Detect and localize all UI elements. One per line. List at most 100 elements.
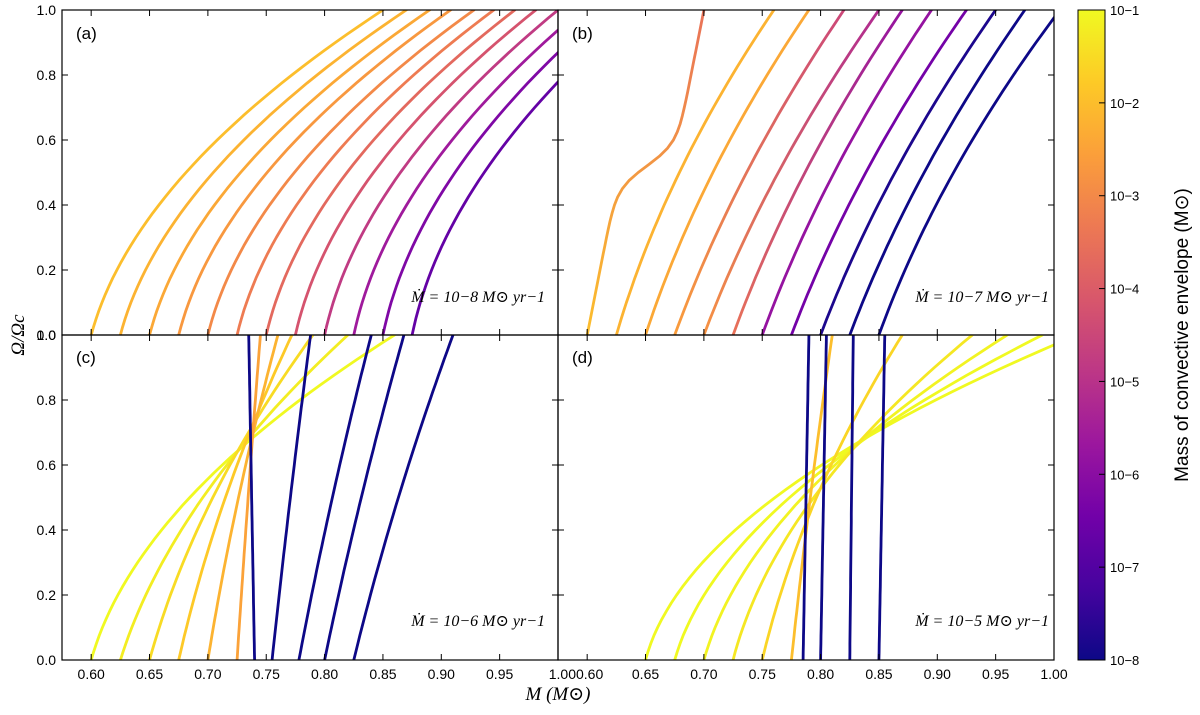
x-tick-label: 0.80	[807, 666, 834, 682]
panel-b: (b) Ṁ = 10−7 M⊙ yr−1	[557, 9, 1055, 336]
panel-d-curves	[644, 335, 1054, 660]
colorbar-tick-label: 10−4	[1110, 282, 1139, 297]
colorbar-tick-label: 10−2	[1110, 96, 1139, 111]
panel-d-frame	[557, 334, 1055, 661]
series-line-b-9	[819, 10, 997, 335]
panel-c: (c) Ṁ = 10−6 M⊙ yr−1	[61, 334, 559, 661]
y-tick-label: 0.8	[37, 67, 57, 83]
x-tick-label: 0.90	[924, 666, 951, 682]
series-line-d-3	[702, 335, 1009, 660]
x-tick-label: 0.65	[632, 666, 659, 682]
series-line-b-11	[877, 15, 1054, 335]
y-tick-label: 0.2	[37, 262, 57, 278]
panel-b-curves	[585, 10, 1054, 335]
panel-a: (a) Ṁ = 10−8 M⊙ yr−1	[61, 9, 559, 336]
panel-a-curves	[89, 10, 558, 335]
y-tick-label: 0.0	[37, 652, 57, 668]
axis-ticks: 0.60 0.65 0.70 0.75 0.80 0.85 0.90 0.95 1.000.60…	[37, 2, 1068, 682]
series-line-c-11	[352, 335, 455, 660]
panel-b-label: (b)	[572, 24, 593, 43]
y-axis-label: Ω/Ωc	[8, 314, 29, 356]
x-tick-label: 0.95	[982, 666, 1009, 682]
series-line-b-7	[760, 10, 933, 335]
series-line-d-9	[848, 335, 855, 660]
series-line-d-4	[731, 335, 974, 660]
y-tick-label: 1.0	[37, 2, 57, 18]
series-line-d-2	[673, 335, 1044, 660]
x-axis-label: M (M⊙)	[525, 684, 591, 705]
colorbar-tick-label: 10−6	[1110, 467, 1139, 482]
series-line-a-5	[206, 10, 476, 335]
x-tick-label: 0.85	[369, 666, 396, 682]
series-line-c-3	[148, 335, 315, 660]
series-line-b-3	[644, 10, 811, 335]
series-line-a-10	[352, 28, 558, 335]
panel-d-annotation: Ṁ = 10−5 M⊙ yr−1	[914, 612, 1049, 630]
colorbar-gradient	[1077, 9, 1106, 661]
series-line-c-7	[247, 335, 256, 660]
colorbar-tick-label: 10−8	[1110, 653, 1139, 668]
panel-d-label: (d)	[572, 348, 593, 367]
series-line-b-1	[585, 10, 706, 335]
series-line-a-8	[294, 10, 538, 335]
x-tick-label: 0.90	[428, 666, 455, 682]
y-tick-label: 0.0	[37, 327, 57, 343]
panel-a-label: (a)	[76, 24, 97, 43]
x-tick-label: 0.75	[253, 666, 280, 682]
colorbar: 10−1 10−2 10−3 10−4 10−5 10−6 10−7 10−8 Mass of…	[1077, 3, 1193, 668]
colorbar-ticks: 10−1 10−2 10−3 10−4 10−5 10−6 10−7 10−8	[1099, 3, 1139, 668]
x-tick-label: 0.60	[78, 666, 105, 682]
y-tick-label: 1.0	[37, 327, 57, 343]
panel-b-annotation: Ṁ = 10−7 M⊙ yr−1	[914, 288, 1049, 306]
x-tick-label: 0.75	[749, 666, 776, 682]
panel-d: (d) Ṁ = 10−5 M⊙ yr−1	[557, 334, 1055, 661]
series-line-a-3	[148, 10, 431, 335]
series-line-c-2	[119, 335, 350, 660]
y-tick-label: 0.8	[37, 392, 57, 408]
series-line-b-6	[731, 10, 904, 335]
series-line-c-5	[206, 335, 280, 660]
panel-c-frame	[61, 334, 559, 661]
panel-a-annotation: Ṁ = 10−8 M⊙ yr−1	[410, 288, 545, 306]
x-tick-label: 1.00	[1040, 666, 1067, 682]
series-line-a-7	[264, 10, 517, 335]
panel-c-curves	[89, 335, 455, 660]
series-line-b-4	[673, 10, 846, 335]
x-tick-label: 0.80	[311, 666, 338, 682]
x-tick-label: 1.000.60	[549, 666, 604, 682]
y-tick-label: 0.6	[37, 132, 57, 148]
series-line-a-9	[323, 10, 558, 335]
series-line-d-5	[760, 335, 904, 660]
y-tick-label: 0.6	[37, 457, 57, 473]
y-tick-label: 0.2	[37, 587, 57, 603]
colorbar-tick-label: 10−3	[1110, 189, 1139, 204]
y-tick-label: 0.4	[37, 197, 57, 213]
series-line-b-10	[848, 10, 1027, 335]
series-line-d-7	[801, 335, 811, 660]
panel-c-label: (c)	[76, 348, 96, 367]
series-line-a-11	[381, 50, 558, 335]
y-tick-label: 0.4	[37, 522, 57, 538]
series-line-b-8	[790, 10, 968, 335]
series-line-c-1	[89, 335, 396, 660]
series-line-c-4	[177, 335, 294, 660]
x-tick-label: 0.85	[865, 666, 892, 682]
series-line-d-10	[877, 335, 887, 660]
series-line-a-4	[177, 10, 452, 335]
series-line-a-2	[119, 10, 408, 335]
x-tick-label: 0.70	[194, 666, 221, 682]
x-tick-label: 0.70	[690, 666, 717, 682]
panel-c-annotation: Ṁ = 10−6 M⊙ yr−1	[410, 612, 545, 630]
series-line-b-5	[702, 10, 881, 335]
series-line-a-6	[235, 10, 496, 335]
colorbar-tick-label: 10−1	[1110, 3, 1139, 18]
series-line-c-9	[297, 335, 373, 660]
series-line-c-8	[270, 335, 312, 660]
colorbar-tick-label: 10−5	[1110, 374, 1139, 389]
x-tick-label: 0.95	[486, 666, 513, 682]
series-line-b-2	[615, 10, 776, 335]
series-line-a-1	[89, 10, 385, 335]
colorbar-label: Mass of convective envelope (M⊙)	[1172, 188, 1193, 482]
series-line-a-12	[410, 79, 558, 335]
